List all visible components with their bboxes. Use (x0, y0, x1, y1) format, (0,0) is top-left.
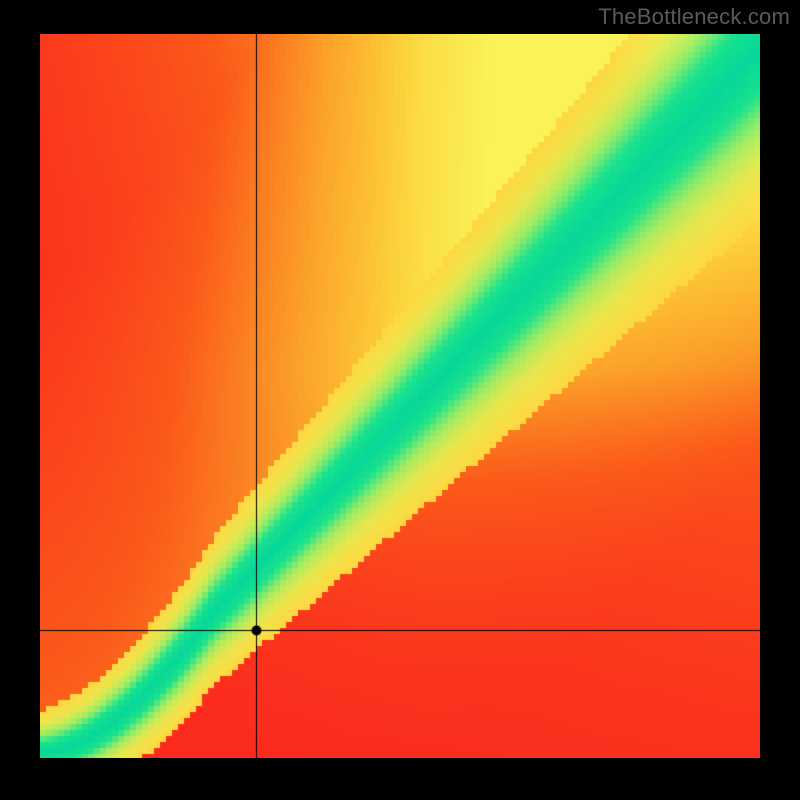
watermark-text: TheBottleneck.com (598, 4, 790, 30)
chart-container: { "watermark": { "text": "TheBottleneck.… (0, 0, 800, 800)
bottleneck-heatmap (40, 34, 760, 758)
